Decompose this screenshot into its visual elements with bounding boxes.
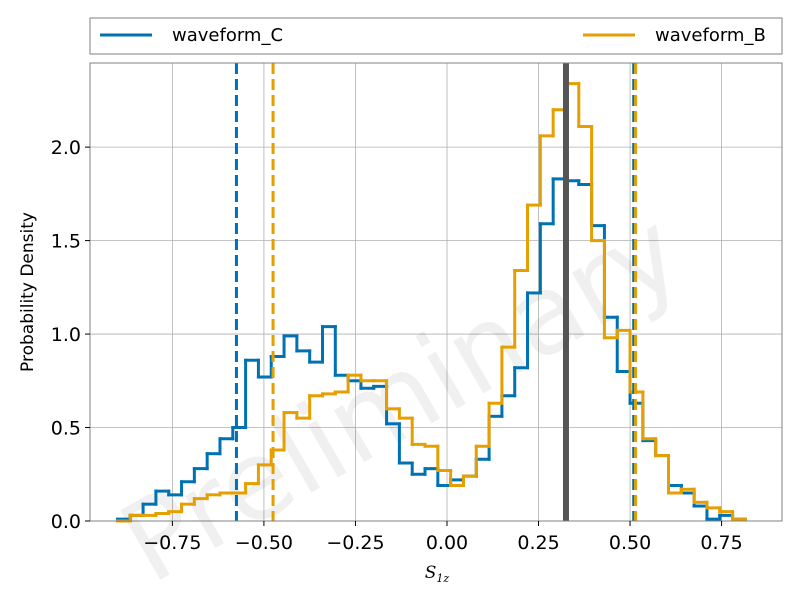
x-tick-label: 0.75 <box>700 532 742 554</box>
plot-frame <box>89 62 783 522</box>
y-axis-label: Probability Density <box>18 212 38 372</box>
x-tick-label: 0.00 <box>426 532 468 554</box>
x-tick-label: −0.25 <box>326 532 384 554</box>
x-axis-label-subscript: 1z <box>436 572 449 585</box>
legend: waveform_C waveform_B <box>89 17 783 55</box>
legend-label-waveform-c: waveform_C <box>172 25 283 46</box>
x-axis-label: S1z <box>425 563 450 585</box>
x-tick-label: −0.50 <box>235 532 293 554</box>
x-tick-label: −0.75 <box>143 532 201 554</box>
legend-label-waveform-b: waveform_B <box>655 25 766 46</box>
y-tick-label: 0.5 <box>51 418 81 440</box>
y-tick-label: 2.0 <box>51 137 81 159</box>
y-tick-label: 1.0 <box>51 324 81 346</box>
y-tick-label: 1.5 <box>51 231 81 253</box>
legend-box <box>89 17 783 55</box>
x-axis: −0.75 −0.50 −0.25 0.00 0.25 0.50 0.75 <box>143 521 743 554</box>
x-tick-label: 0.50 <box>609 532 651 554</box>
quantile-lines <box>234 63 638 521</box>
y-axis: 0.0 0.5 1.0 1.5 2.0 <box>51 137 90 533</box>
x-tick-label: 0.25 <box>517 532 559 554</box>
y-tick-label: 0.0 <box>51 511 81 533</box>
